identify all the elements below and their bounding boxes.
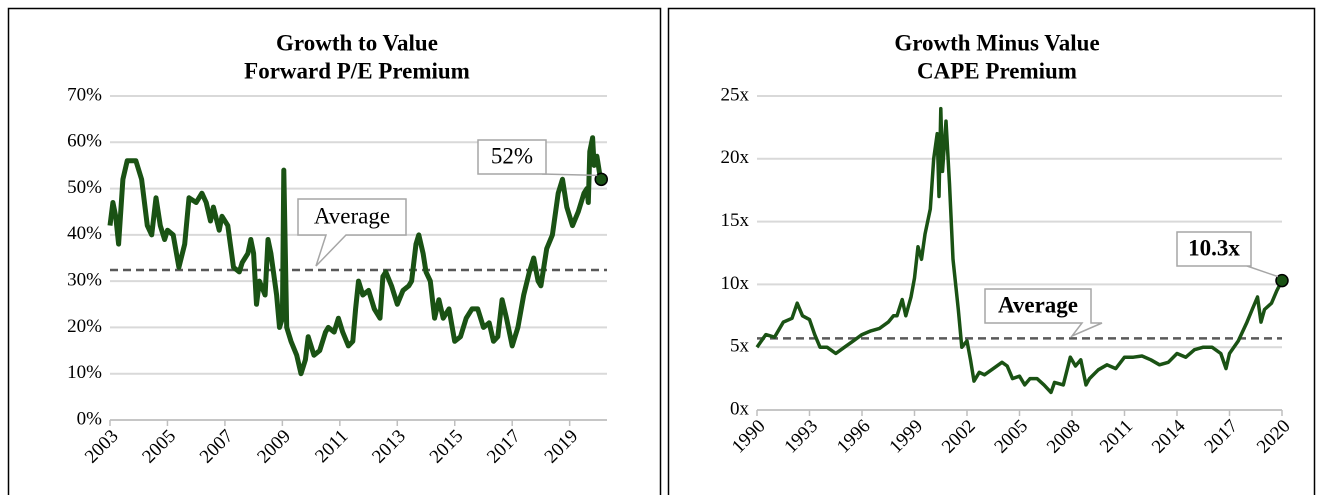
end-marker — [594, 172, 609, 187]
x-tick-label: 2005 — [990, 416, 1032, 458]
line-series — [755, 106, 1284, 395]
x-tick-label: 2011 — [1096, 416, 1137, 457]
y-tick-label: 60% — [67, 131, 102, 152]
chart-title: Forward P/E Premium — [244, 58, 470, 83]
x-tick-label: 2002 — [938, 416, 980, 458]
end-label: 52% — [491, 143, 533, 168]
y-tick-label: 40% — [67, 223, 102, 244]
y-tick-label: 5x — [730, 336, 750, 357]
y-tick-label: 70% — [67, 84, 102, 105]
y-tick-label: 25x — [721, 84, 750, 105]
x-tick-label: 2005 — [138, 426, 180, 468]
callout-leader — [1246, 265, 1279, 278]
x-tick-label: 2014 — [1148, 415, 1190, 457]
chart-title: Growth Minus Value — [894, 30, 1099, 55]
x-tick-label: 2007 — [196, 426, 238, 468]
y-tick-label: 10x — [721, 273, 750, 294]
callout-box — [297, 198, 407, 267]
y-tick-label: 15x — [721, 210, 750, 231]
x-tick-label: 2019 — [541, 426, 583, 468]
x-tick-label: 2017 — [483, 426, 525, 468]
callout-box — [1176, 231, 1252, 267]
x-tick-label: 1996 — [833, 416, 875, 458]
x-tick-label: 2015 — [426, 426, 468, 468]
y-tick-label: 10% — [67, 362, 102, 383]
average-label: Average — [998, 292, 1078, 317]
average-label: Average — [314, 203, 390, 228]
callout-box — [984, 288, 1103, 338]
y-tick-label: 30% — [67, 270, 102, 291]
x-tick-label: 1990 — [728, 416, 770, 458]
chart-title: CAPE Premium — [917, 58, 1077, 83]
x-tick-label: 2008 — [1043, 416, 1085, 458]
x-tick-label: 1999 — [885, 416, 927, 458]
x-tick-label: 2020 — [1253, 416, 1295, 458]
x-tick-label: 1993 — [780, 416, 822, 458]
line-series — [107, 135, 604, 377]
end-label: 10.3x — [1188, 235, 1240, 260]
panel-border — [667, 7, 1316, 495]
callout-leader — [541, 173, 598, 177]
end-marker — [1275, 273, 1289, 288]
y-tick-label: 0x — [730, 398, 750, 419]
x-tick-label: 2011 — [311, 426, 352, 467]
callout-box — [477, 139, 547, 175]
y-tick-label: 20x — [721, 147, 750, 168]
x-tick-label: 2017 — [1200, 416, 1242, 458]
y-tick-label: 20% — [67, 316, 102, 337]
x-tick-label: 2009 — [253, 426, 295, 468]
chart-title: Growth to Value — [276, 30, 438, 55]
y-tick-label: 0% — [77, 408, 103, 429]
panel-border — [7, 7, 662, 495]
x-tick-label: 2013 — [368, 426, 410, 468]
y-tick-label: 50% — [67, 177, 102, 198]
x-tick-label: 2003 — [81, 426, 123, 468]
